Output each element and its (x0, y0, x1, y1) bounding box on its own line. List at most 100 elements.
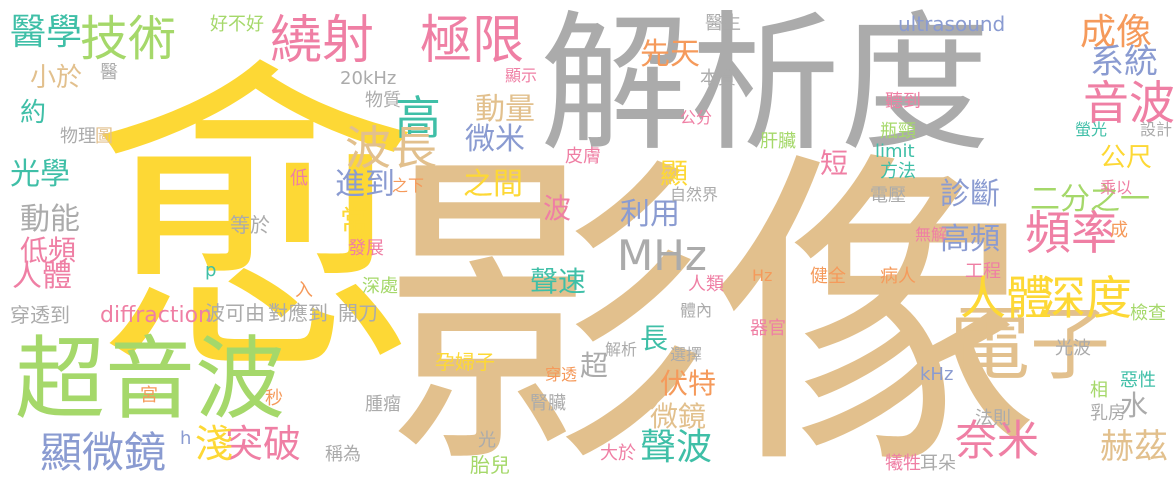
cloud-word: 檢查 (1130, 303, 1166, 324)
cloud-word: 聲速 (530, 265, 587, 298)
cloud-word: p (205, 260, 217, 281)
cloud-word: 圖 (95, 126, 113, 147)
cloud-word: 愈 (90, 33, 420, 417)
cloud-word: 高 (395, 91, 441, 145)
cloud-word: 稱為 (325, 444, 361, 465)
cloud-word: 無解 (915, 225, 948, 244)
cloud-word: 瓶頸 (880, 121, 916, 142)
cloud-word: 約 (20, 98, 47, 128)
cloud-word: 二分之一 (1030, 182, 1150, 217)
cloud-word: 小於 (30, 63, 83, 93)
cloud-word: 腫瘤 (365, 394, 401, 415)
cloud-word: 系統 (1090, 42, 1158, 82)
cloud-word: 影像 (380, 125, 1040, 482)
cloud-word: kHz (920, 364, 954, 385)
cloud-word: 穿透 (545, 365, 578, 384)
cloud-word: 乘以 (1100, 178, 1133, 197)
cloud-word: 動能 (20, 202, 80, 237)
cloud-word: 醫學 (10, 12, 83, 53)
cloud-word: 奈米 (955, 416, 1040, 465)
cloud-word: 開刀 (338, 301, 378, 325)
cloud-word: 微米 (465, 122, 525, 157)
cloud-word: 乳房 (1090, 403, 1126, 424)
cloud-word: 伏特 (660, 367, 717, 400)
cloud-word: diffraction (100, 303, 212, 328)
cloud-word: 突破 (225, 422, 302, 466)
cloud-word: 體內 (680, 301, 713, 320)
cloud-word: 等於 (230, 213, 270, 237)
cloud-word: 人類 (688, 274, 724, 295)
cloud-word: 水 (1120, 389, 1149, 422)
cloud-word: 波 (543, 192, 572, 225)
cloud-word: 物質 (365, 90, 401, 111)
cloud-word: 常 (340, 204, 369, 237)
cloud-word: 超 (580, 349, 609, 382)
cloud-word: 電子 (950, 298, 1110, 391)
cloud-word: 赫茲 (1100, 427, 1168, 467)
cloud-word: 公尺 (1100, 143, 1153, 173)
cloud-word: 對應到 (268, 301, 328, 325)
cloud-word: 深度 (1040, 271, 1132, 325)
cloud-word: 物理 (60, 126, 96, 147)
cloud-word: 短 (820, 147, 849, 180)
cloud-word: 極限 (420, 11, 525, 71)
cloud-word: h (180, 428, 192, 449)
cloud-word: 高頻 (940, 222, 1000, 257)
cloud-word: 微鏡 (650, 400, 707, 433)
cloud-word: 相 (1090, 380, 1108, 401)
cloud-word: 光波 (1055, 338, 1091, 359)
cloud-word: 選擇 (670, 345, 703, 364)
cloud-word: 利用 (620, 197, 680, 232)
cloud-word: 之間 (463, 167, 523, 202)
cloud-word: 發展 (348, 238, 384, 259)
cloud-word: 解析 (605, 340, 638, 359)
cloud-word: 聽到 (885, 91, 921, 112)
cloud-word: 技術 (80, 11, 177, 67)
cloud-word: 孕婦子 (435, 350, 495, 374)
cloud-word: 頻率 (1025, 206, 1117, 260)
cloud-word: 診斷 (940, 177, 1000, 212)
cloud-word: 深處 (362, 276, 398, 297)
cloud-word: 自然界 (670, 185, 719, 204)
cloud-word: 胎兒 (470, 453, 510, 477)
cloud-word: 長 (640, 322, 669, 355)
cloud-word: 秒 (265, 388, 283, 409)
cloud-word: 病人 (880, 266, 916, 287)
cloud-word: 器官 (750, 318, 786, 339)
cloud-word: 淺 (195, 422, 234, 466)
cloud-word: 法則 (975, 408, 1011, 429)
cloud-word: 成 (1110, 220, 1128, 241)
cloud-word: Hz (752, 266, 773, 285)
cloud-word: 螢光 (1075, 120, 1108, 139)
cloud-word: 聲波 (640, 427, 713, 468)
cloud-word: 醫生 (705, 13, 741, 34)
cloud-word: 光 (478, 430, 496, 451)
cloud-word: 人體 (960, 271, 1052, 325)
cloud-word: 工程 (965, 261, 1001, 282)
cloud-word: 成像 (1080, 12, 1153, 53)
cloud-word: 顯微鏡 (40, 428, 167, 477)
cloud-word: 耳朵 (920, 453, 956, 474)
cloud-word: 皮膚 (565, 146, 601, 167)
cloud-word: 之下 (392, 176, 425, 195)
cloud-word: 方法 (880, 161, 916, 182)
cloud-word: 顯 (660, 157, 689, 190)
cloud-word: 健全 (810, 266, 846, 287)
cloud-word: 電壓 (870, 185, 906, 206)
cloud-word: ultrasound (898, 12, 1006, 36)
cloud-word: 低 (290, 168, 308, 189)
cloud-word: 音波 (1083, 76, 1175, 130)
cloud-word: 惡性 (1120, 370, 1156, 391)
cloud-word: MHz (617, 231, 707, 280)
cloud-word: limit (875, 141, 915, 162)
cloud-word: 低頻 (20, 234, 77, 267)
cloud-word: 20kHz (340, 68, 397, 89)
cloud-word: 犧牲 (885, 453, 921, 474)
cloud-word: 光學 (10, 157, 70, 192)
cloud-word: 超音波 (15, 327, 285, 432)
cloud-word: 波長 (345, 121, 437, 175)
cloud-word: 醫 (100, 62, 118, 83)
cloud-word: 人體 (12, 259, 72, 294)
cloud-word: 顯示 (505, 66, 538, 85)
